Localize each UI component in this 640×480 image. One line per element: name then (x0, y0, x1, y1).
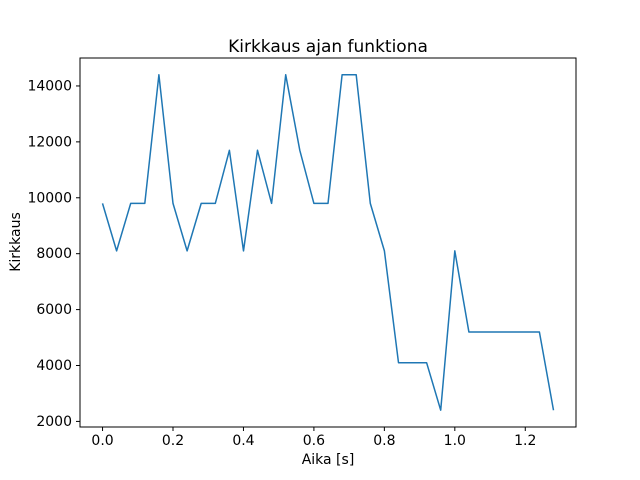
x-axis-label: Aika [s] (302, 452, 355, 468)
axis-tick-labels: 0.0 0.2 0.4 0.6 0.8 1.0 1.2 2000 4000 6000 8000 100… (27, 78, 536, 449)
y-tick-label: 2000 (36, 414, 72, 430)
plot-border (79, 57, 577, 428)
y-tick-label: 4000 (36, 358, 72, 374)
x-tick-label: 0.6 (303, 433, 325, 449)
y-tick-label: 6000 (36, 302, 72, 318)
x-tick-label: 0.4 (232, 433, 254, 449)
y-tick-label: 12000 (27, 134, 72, 150)
x-tick-label: 0.0 (91, 433, 113, 449)
plot-area (80, 58, 576, 427)
x-tick-label: 1.0 (444, 433, 466, 449)
y-tick-label: 8000 (36, 246, 72, 262)
chart-title: Kirkkaus ajan funktiona (228, 37, 428, 57)
y-axis-label: Kirkkaus (8, 212, 24, 272)
data-line (101, 74, 555, 411)
x-tick-label: 0.2 (162, 433, 184, 449)
axis-ticks (76, 85, 526, 431)
y-tick-label: 14000 (27, 78, 72, 94)
x-tick-label: 1.2 (514, 433, 536, 449)
x-tick-label: 0.8 (373, 433, 395, 449)
y-tick-label: 10000 (27, 190, 72, 206)
